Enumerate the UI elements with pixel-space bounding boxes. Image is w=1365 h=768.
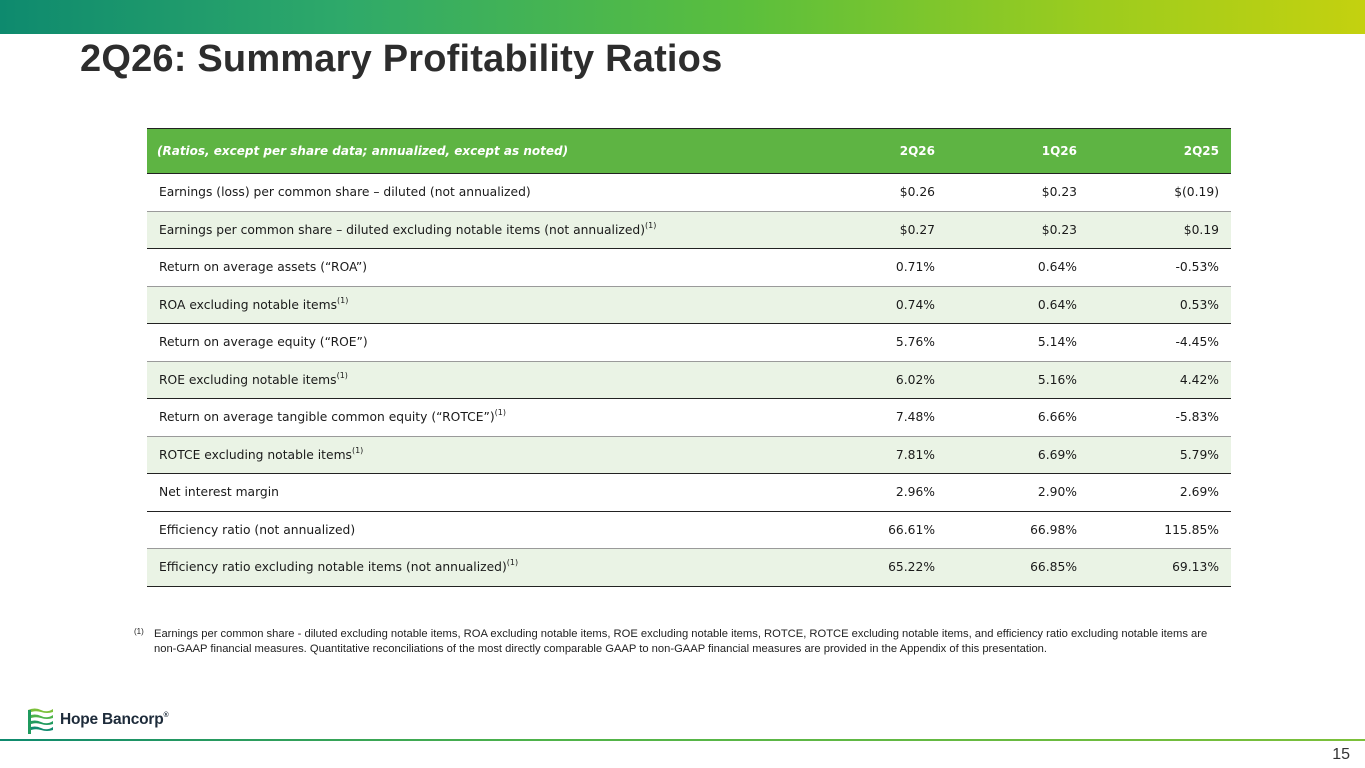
- logo-name: Hope Bancorp: [60, 711, 164, 728]
- row-label-text: ROE excluding notable items: [159, 372, 337, 387]
- value-2q25: 69.13%: [1089, 548, 1231, 587]
- row-label-text: ROA excluding notable items: [159, 297, 337, 312]
- table-row: ROTCE excluding notable items(1) 7.81% 6.6…: [147, 436, 1231, 474]
- footnote-reference: (1): [506, 558, 519, 568]
- value-2q26: $0.27: [853, 211, 947, 249]
- header-col-2q25: 2Q25: [1089, 128, 1231, 174]
- table-row: Net interest margin 2.96% 2.90% 2.69%: [147, 473, 1231, 512]
- footnote-mark: (1): [134, 627, 144, 636]
- row-label-text: Earnings (loss) per common share – dilut…: [159, 185, 531, 200]
- value-2q25: -4.45%: [1089, 323, 1231, 362]
- value-2q25: -0.53%: [1089, 248, 1231, 287]
- row-label-text: Return on average assets (“ROA”): [159, 260, 368, 275]
- row-label: Return on average tangible common equity…: [147, 398, 853, 437]
- row-label: Return on average equity (“ROE”): [147, 323, 853, 362]
- value-1q26: 6.69%: [947, 436, 1089, 474]
- row-label-text: Earnings per common share – diluted excl…: [159, 222, 645, 237]
- row-label: Earnings per common share – diluted excl…: [147, 211, 853, 249]
- value-2q25: 2.69%: [1089, 473, 1231, 512]
- row-label: ROTCE excluding notable items(1): [147, 436, 853, 474]
- table-header-row: (Ratios, except per share data; annualiz…: [147, 128, 1231, 174]
- table-row: ROA excluding notable items(1) 0.74% 0.64%…: [147, 286, 1231, 324]
- page-number: 15: [1332, 746, 1350, 763]
- logo-registered-mark: ®: [163, 712, 169, 719]
- header-col-2q26: 2Q26: [853, 128, 947, 174]
- row-label-text: Return on average equity (“ROE”): [159, 335, 368, 350]
- table-row: Return on average equity (“ROE”) 5.76% 5.1…: [147, 323, 1231, 362]
- value-2q25: 4.42%: [1089, 361, 1231, 399]
- table-row: ROE excluding notable items(1) 6.02% 5.16%…: [147, 361, 1231, 399]
- row-label: Return on average assets (“ROA”): [147, 248, 853, 287]
- header-label: (Ratios, except per share data; annualiz…: [147, 128, 853, 174]
- value-1q26: 5.14%: [947, 323, 1089, 362]
- value-2q25: -5.83%: [1089, 398, 1231, 437]
- value-2q25: 0.53%: [1089, 286, 1231, 324]
- row-label-text: Efficiency ratio excluding notable items…: [159, 560, 507, 575]
- top-gradient-bar: [0, 0, 1365, 34]
- value-2q25: 115.85%: [1089, 511, 1231, 549]
- value-1q26: 5.16%: [947, 361, 1089, 399]
- table-body: Earnings (loss) per common share – dilut…: [147, 173, 1231, 587]
- table-row: Earnings per common share – diluted excl…: [147, 211, 1231, 249]
- header-col-1q26: 1Q26: [947, 128, 1089, 174]
- value-1q26: 0.64%: [947, 286, 1089, 324]
- hope-bancorp-flag-icon: [28, 708, 53, 734]
- row-label: ROA excluding notable items(1): [147, 286, 853, 324]
- value-2q26: 0.71%: [853, 248, 947, 287]
- footnote-reference: (1): [337, 295, 349, 305]
- logo-wordmark: Hope Bancorp®: [60, 711, 169, 729]
- value-2q26: 2.96%: [853, 473, 947, 512]
- value-1q26: 6.66%: [947, 398, 1089, 437]
- profitability-ratios-table: (Ratios, except per share data; annualiz…: [147, 128, 1231, 587]
- row-label: Efficiency ratio excluding notable items…: [147, 548, 853, 587]
- value-1q26: $0.23: [947, 211, 1089, 249]
- table-row: Return on average assets (“ROA”) 0.71% 0.6…: [147, 248, 1231, 287]
- table-row: Earnings (loss) per common share – dilut…: [147, 173, 1231, 212]
- row-label: Earnings (loss) per common share – dilut…: [147, 173, 853, 212]
- value-2q26: 66.61%: [853, 511, 947, 549]
- table-header: (Ratios, except per share data; annualiz…: [147, 128, 1231, 174]
- footnote-reference: (1): [351, 445, 364, 455]
- row-label-text: Net interest margin: [159, 485, 279, 500]
- value-1q26: 2.90%: [947, 473, 1089, 512]
- row-label-text: Return on average tangible common equity…: [159, 410, 495, 425]
- value-2q26: 6.02%: [853, 361, 947, 399]
- footnote-reference: (1): [494, 408, 506, 418]
- row-label-text: ROTCE excluding notable items: [159, 447, 352, 462]
- value-1q26: $0.23: [947, 173, 1089, 212]
- value-2q26: 65.22%: [853, 548, 947, 587]
- value-2q25: 5.79%: [1089, 436, 1231, 474]
- value-2q25: $(0.19): [1089, 173, 1231, 212]
- value-1q26: 66.98%: [947, 511, 1089, 549]
- value-2q26: 7.81%: [853, 436, 947, 474]
- value-1q26: 66.85%: [947, 548, 1089, 587]
- value-1q26: 0.64%: [947, 248, 1089, 287]
- row-label-text: Efficiency ratio (not annualized): [159, 522, 356, 537]
- footnote-reference: (1): [645, 220, 657, 230]
- value-2q25: $0.19: [1089, 211, 1231, 249]
- footnote-text: Earnings per common share - diluted excl…: [154, 628, 1208, 655]
- hope-bancorp-logo: Hope Bancorp®: [26, 705, 169, 735]
- row-label: Net interest margin: [147, 473, 853, 512]
- value-2q26: 5.76%: [853, 323, 947, 362]
- row-label: ROE excluding notable items(1): [147, 361, 853, 399]
- table-row: Efficiency ratio (not annualized) 66.61% 6…: [147, 511, 1231, 549]
- value-2q26: 0.74%: [853, 286, 947, 324]
- value-2q26: $0.26: [853, 173, 947, 212]
- row-label: Efficiency ratio (not annualized): [147, 511, 853, 549]
- footnote: (1) Earnings per common share - diluted …: [134, 627, 1224, 657]
- table-row: Efficiency ratio excluding notable items…: [147, 548, 1231, 587]
- slide-title: 2Q26: Summary Profitability Ratios: [80, 38, 723, 80]
- bottom-divider-line: [0, 739, 1365, 741]
- value-2q26: 7.48%: [853, 398, 947, 437]
- footnote-reference: (1): [336, 370, 348, 380]
- table-row: Return on average tangible common equity…: [147, 398, 1231, 437]
